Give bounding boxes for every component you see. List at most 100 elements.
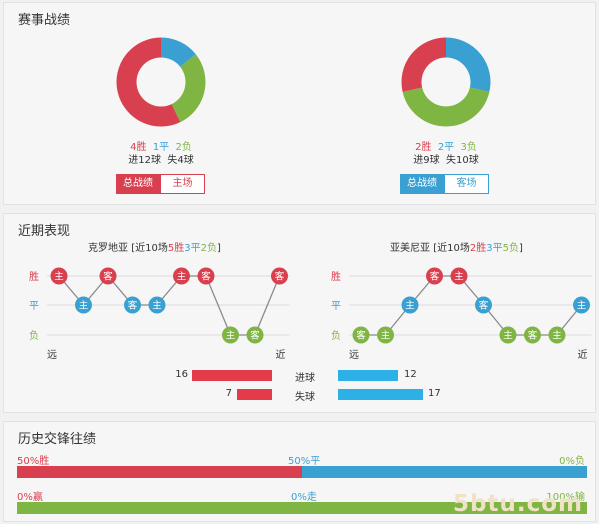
away-form-row-label: 平	[331, 301, 341, 312]
away-record-summary: 2胜 2平 3负 进9球 失10球	[356, 141, 536, 167]
away-donut-loss-slice	[402, 86, 490, 127]
home-draws: 1平	[152, 142, 170, 153]
h2h-win-segment	[17, 466, 302, 478]
away-form-match-venue: 客	[430, 271, 440, 283]
home-form-match-dot[interactable]	[148, 296, 166, 314]
away-form-match-dot[interactable]	[352, 326, 370, 344]
home-form-row-label: 负	[29, 329, 39, 342]
away-goals: 进9球	[413, 155, 440, 166]
h2h-result-bar	[17, 466, 587, 478]
home-form-match-dot[interactable]	[99, 267, 117, 285]
home-recent-wins: 5胜	[167, 243, 185, 254]
record-panel: 赛事战绩 4胜 1平 2负 进12球 失4球 总战绩 主场 2胜 2平 3负 进…	[3, 2, 596, 205]
conceded-label: 失球	[295, 392, 315, 403]
home-form-match-venue: 客	[201, 271, 211, 283]
home-form-match-dot[interactable]	[124, 296, 141, 314]
away-recent-wins: 2胜	[469, 243, 487, 254]
away-form-match-dot[interactable]	[426, 267, 443, 285]
home-form-match-dot[interactable]	[50, 267, 68, 285]
home-donut-loss-slice	[171, 54, 206, 123]
away-goals-bar	[338, 370, 398, 381]
away-recent-losses: 5负	[502, 243, 519, 254]
home-form-match-dot[interactable]	[173, 267, 190, 285]
h2h-win-pct: 50%胜	[17, 456, 50, 467]
away-form-match-venue: 客	[528, 330, 538, 342]
h2h-title: 历史交锋往绩	[18, 432, 97, 447]
home-form-match-venue: 主	[152, 300, 162, 312]
h2h-loss-pct: 0%负	[559, 456, 585, 467]
away-donut-win-slice	[401, 37, 447, 92]
home-form-chart: 胜平负主主客客 主主 客主 客客远近	[29, 267, 290, 361]
away-team-name: 亚美尼亚	[390, 243, 430, 254]
away-form-row-label: 负	[331, 329, 341, 342]
away-tab-venue[interactable]: 客场	[444, 174, 489, 194]
h2h-panel: 历史交锋往绩 50%胜 50%平 0%负 0%赢 0%走 100%输 5btu.…	[3, 421, 596, 522]
recent-panel: 近期表现 克罗地亚 [近10场5胜3平2负] 亚美尼亚 [近10场2胜3平5负]…	[3, 213, 596, 413]
away-goals-value: 12	[404, 369, 417, 380]
h2h-draw-segment	[302, 466, 587, 478]
home-recent-losses: 2负	[200, 243, 217, 254]
away-form-match-dot[interactable]	[524, 326, 541, 344]
away-form-match-venue: 主	[552, 330, 562, 342]
away-form-match-venue: 主	[405, 300, 415, 312]
home-form-match-dot[interactable]	[246, 326, 264, 344]
h2h-handicap-loss: 100%输	[546, 492, 585, 503]
away-conceded: 失10球	[446, 155, 479, 166]
home-form-trend-line	[58, 274, 281, 336]
away-form-near-label: 近	[578, 348, 588, 361]
home-form-match-dot[interactable]	[75, 296, 92, 314]
away-form-match-dot[interactable]	[499, 326, 517, 344]
away-form-match-dot[interactable]	[377, 326, 394, 344]
away-form-match-dot[interactable]	[450, 267, 468, 285]
away-form-match-dot[interactable]	[475, 296, 492, 314]
home-form-match-venue: 客	[128, 300, 138, 312]
away-form-match-venue: 客	[479, 300, 489, 312]
h2h-draw-pct: 50%平	[288, 456, 321, 467]
home-team-name: 克罗地亚	[88, 243, 128, 254]
away-form-match-dot[interactable]	[401, 296, 419, 314]
recent-form-charts: 胜平负主主客客 主主 客主 客客远近 胜平负客主主客 主客主客主主远近	[29, 267, 592, 361]
home-goals: 进12球	[128, 155, 161, 166]
home-form-match-dot[interactable]	[271, 267, 288, 285]
away-draws: 2平	[437, 142, 455, 153]
home-form-match-venue: 主	[177, 271, 187, 283]
away-form-chart: 胜平负客主主客 主客主客主主远近	[331, 267, 592, 361]
home-form-row-label: 平	[29, 301, 39, 312]
home-form-match-venue: 客	[275, 271, 285, 283]
home-goals-value: 16	[175, 369, 188, 380]
away-form-match-venue: 主	[381, 330, 391, 342]
home-form-near-label: 近	[276, 348, 286, 361]
h2h-handicap-bar	[17, 502, 587, 514]
home-tab-venue[interactable]: 主场	[160, 174, 205, 194]
home-losses: 2负	[175, 142, 192, 153]
away-record-donut	[401, 37, 491, 127]
away-donut-draw-slice	[445, 37, 491, 92]
away-conceded-value: 17	[428, 388, 441, 399]
home-form-far-label: 远	[47, 349, 57, 361]
home-record-tabs: 总战绩 主场	[116, 174, 205, 194]
away-form-far-label: 远	[349, 349, 359, 361]
home-conceded-value: 7	[225, 388, 232, 399]
away-tab-total[interactable]: 总战绩	[400, 174, 444, 194]
goals-label: 进球	[295, 373, 315, 384]
home-record-donut	[116, 37, 206, 127]
home-tab-total[interactable]: 总战绩	[116, 174, 160, 194]
away-losses: 3负	[460, 142, 477, 153]
away-conceded-bar	[338, 389, 423, 400]
away-wins: 2胜	[415, 142, 432, 153]
home-form-row-label: 胜	[29, 271, 39, 283]
home-conceded-bar	[237, 389, 272, 400]
home-form-match-dot[interactable]	[222, 326, 239, 344]
watermark-logo: 5btu.com	[453, 491, 583, 517]
h2h-handicap-win: 0%赢	[17, 492, 43, 503]
away-form-match-dot[interactable]	[548, 326, 566, 344]
away-form-match-venue: 主	[577, 300, 587, 312]
recent-title: 近期表现	[18, 224, 71, 239]
home-recent-draws: 3平	[184, 243, 201, 254]
h2h-loss-segment	[17, 502, 587, 514]
home-form-match-venue: 客	[103, 271, 113, 283]
home-form-match-dot[interactable]	[197, 267, 215, 285]
away-recent-header: 亚美尼亚 [近10场2胜3平5负]	[390, 243, 523, 254]
away-form-match-dot[interactable]	[573, 296, 590, 314]
away-form-trend-line	[361, 275, 583, 336]
